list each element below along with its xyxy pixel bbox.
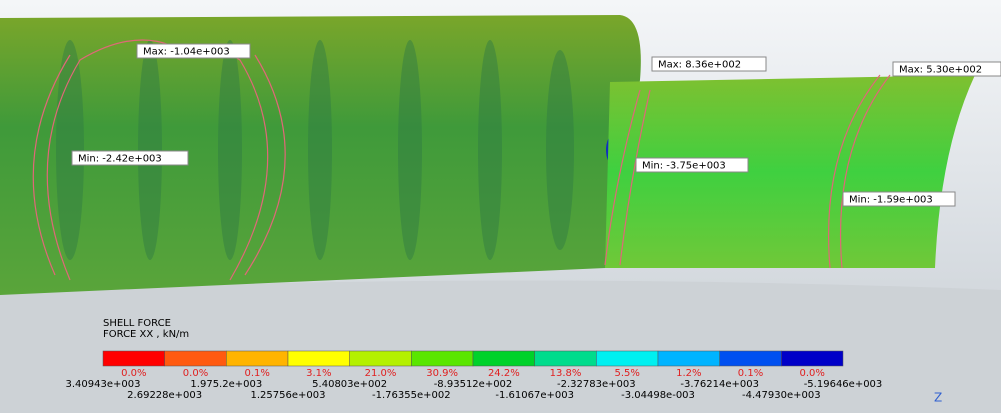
legend-swatch: [226, 351, 288, 366]
legend-percent: 0.1%: [738, 368, 763, 379]
annotation-label: Max: -1.04e+003: [143, 47, 230, 58]
legend-tick-upper: -2.32783e+003: [557, 379, 636, 390]
legend-swatch: [535, 351, 597, 366]
legend-swatch: [103, 351, 165, 366]
legend-percent: 24.2%: [488, 368, 520, 379]
viewport: Max: -1.04e+003 Min: -2.42e+003 Max: 8.36e…: [0, 0, 1001, 413]
legend-percent: 3.1%: [306, 368, 331, 379]
legend-percent: 0.0%: [121, 368, 146, 379]
axis-label: Z: [934, 391, 942, 405]
legend-tick-upper: 1.975.2e+003: [190, 379, 262, 390]
legend-swatch: [596, 351, 658, 366]
legend-subtitle: FORCE XX , kN/m: [103, 329, 189, 340]
legend-title: SHELL FORCE: [103, 318, 171, 329]
legend-tick-lower: 2.69228e+003: [127, 390, 202, 401]
legend-tick-lower: -1.76355e+002: [372, 390, 451, 401]
legend-swatch: [165, 351, 227, 366]
legend-tick-lower: 1.25756e+003: [251, 390, 326, 401]
annotation-label: Min: -3.75e+003: [642, 161, 726, 172]
legend-percent: 0.1%: [244, 368, 269, 379]
legend-swatch: [288, 351, 350, 366]
legend-tick-lower: -4.47930e+003: [742, 390, 821, 401]
legend-percent: 5.5%: [614, 368, 639, 379]
legend-percent: 21.0%: [365, 368, 397, 379]
legend-tick-upper: 3.40943e+003: [66, 379, 141, 390]
legend-swatch: [350, 351, 412, 366]
annotation-label: Max: 8.36e+002: [658, 60, 741, 71]
annotation-label: Max: 5.30e+002: [899, 65, 982, 76]
legend-tick-upper: -5.19646e+003: [804, 379, 883, 390]
annotation-label: Min: -2.42e+003: [78, 154, 162, 165]
legend-swatch: [473, 351, 535, 366]
legend-percent: 0.0%: [183, 368, 208, 379]
legend-percent: 13.8%: [550, 368, 582, 379]
legend-swatch: [720, 351, 782, 366]
legend-percent: 0.0%: [799, 368, 824, 379]
legend-tick-upper: 5.40803e+002: [312, 379, 387, 390]
legend-percent: 30.9%: [426, 368, 458, 379]
legend-swatch: [658, 351, 720, 366]
legend-tick-upper: -3.76214e+003: [680, 379, 759, 390]
legend-tick-upper: -8.93512e+002: [434, 379, 513, 390]
legend-tick-lower: -3.04498e-003: [621, 390, 695, 401]
legend-tick-lower: -1.61067e+003: [495, 390, 574, 401]
legend-percent: 1.2%: [676, 368, 701, 379]
legend-swatch: [411, 351, 473, 366]
legend-swatch: [781, 351, 843, 366]
annotation-label: Min: -1.59e+003: [849, 195, 933, 206]
